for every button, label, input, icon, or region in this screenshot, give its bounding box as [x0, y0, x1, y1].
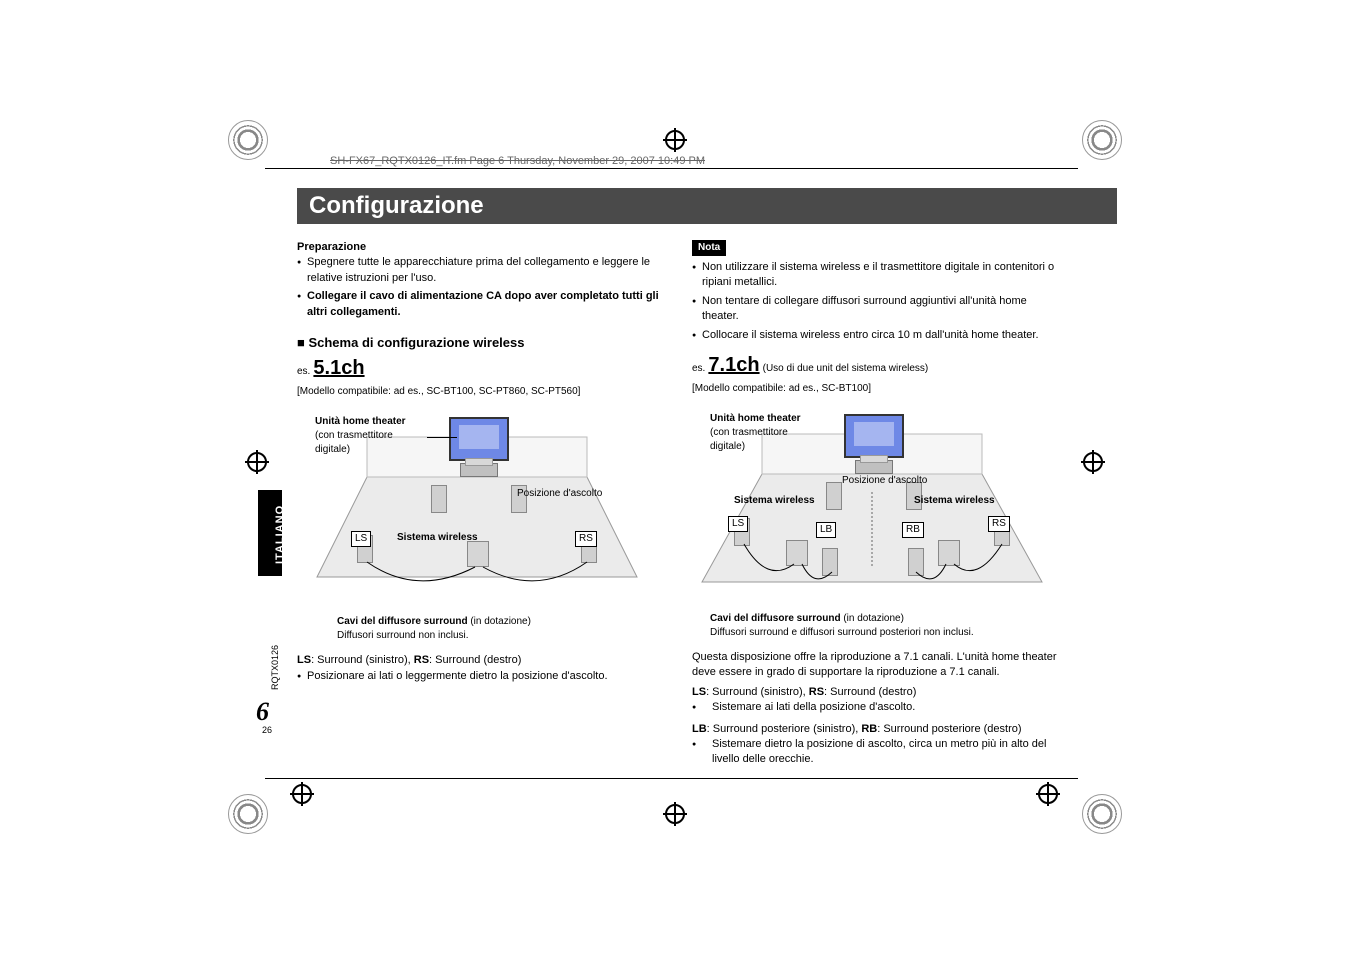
cable-note: Diffusori surround non inclusi.: [337, 629, 662, 643]
cable-lines: [297, 407, 657, 607]
lbrb-note-list: Sistemare dietro la posizione di ascolto…: [692, 737, 1057, 768]
registration-mark: [228, 794, 268, 834]
crop-cross-icon: [1081, 450, 1105, 474]
nota-badge: Nota: [692, 240, 726, 256]
language-tab: ITALIANO: [258, 490, 282, 576]
list-item: Collegare il cavo di alimentazione CA do…: [297, 289, 662, 320]
file-header-slug: SH-FX67_RQTX0126_IT.fm Page 6 Thursday, …: [330, 155, 705, 167]
preparation-list: Spegnere tutte le apparecchiature prima …: [297, 255, 662, 320]
channel-count: 7.1ch: [708, 354, 759, 376]
list-item: Non tentare di collegare diffusori surro…: [692, 294, 1057, 325]
cable-caption-rest: (in dotazione): [841, 613, 904, 624]
crop-cross-icon: [663, 802, 687, 826]
registration-mark: [228, 120, 268, 160]
page-number: 6: [256, 697, 269, 727]
schema-heading: ■ Schema di configurazione wireless: [297, 334, 662, 352]
crop-cross-icon: [1036, 782, 1060, 806]
crop-cross-icon: [290, 782, 314, 806]
list-item: Non utilizzare il sistema wireless e il …: [692, 260, 1057, 291]
ls-rs-definition: LS: Surround (sinistro), RS: Surround (d…: [297, 653, 662, 668]
cable-caption-rest: (in dotazione): [468, 616, 531, 627]
list-item: Posizionare ai lati o leggermente dietro…: [297, 669, 662, 684]
cable-note: Diffusori surround e diffusori surround …: [710, 626, 1057, 640]
preparation-heading: Preparazione: [297, 240, 662, 255]
diagram-51: Unità home theater (con trasmettitore di…: [297, 407, 657, 607]
ls-rs-definition: LS: Surround (sinistro), RS: Surround (d…: [692, 685, 1057, 700]
list-item: Sistemare dietro la posizione di ascolto…: [692, 737, 1057, 768]
lb-rb-definition: LB: Surround posteriore (sinistro), RB: …: [692, 722, 1057, 737]
ls-label-text: LS: [297, 654, 311, 666]
cable-caption: Cavi del diffusore surround (in dotazion…: [297, 615, 662, 643]
content-area: Preparazione Spegnere tutte le apparecch…: [297, 240, 1057, 771]
diagram-71: Unità home theater (con trasmettitore di…: [692, 404, 1052, 604]
es-prefix: es.: [692, 363, 705, 374]
position-note-list: Posizionare ai lati o leggermente dietro…: [297, 669, 662, 684]
square-bullet-icon: ■: [297, 335, 308, 350]
left-column: Preparazione Spegnere tutte le apparecch…: [297, 240, 662, 771]
cable-lines: [692, 404, 1052, 604]
es-prefix: es.: [297, 366, 310, 377]
rs-label-text: RS: [414, 654, 429, 666]
channel-count: 5.1ch: [313, 357, 364, 379]
setup-description: Questa disposizione offre la riproduzion…: [692, 650, 1057, 681]
channel-line-71: es. 7.1ch (Uso di due unit del sistema w…: [692, 351, 1057, 379]
right-column: Nota Non utilizzare il sistema wireless …: [692, 240, 1057, 771]
doc-code: RQTX0126: [270, 645, 280, 690]
language-tab-label: ITALIANO: [274, 505, 286, 564]
channel-line: es. 5.1ch: [297, 354, 662, 382]
list-item: Sistemare ai lati della posizione d'asco…: [692, 700, 1057, 715]
model-note: [Modello compatibile: ad es., SC-BT100]: [692, 382, 1057, 396]
cable-caption: Cavi del diffusore surround (in dotazion…: [692, 612, 1057, 640]
list-item: Collocare il sistema wireless entro circ…: [692, 328, 1057, 343]
registration-mark: [1082, 120, 1122, 160]
page-sub-number: 26: [262, 725, 272, 735]
crop-cross-icon: [663, 128, 687, 152]
page-title: Configurazione: [297, 188, 1117, 224]
lsrs-note-list: Sistemare ai lati della posizione d'asco…: [692, 700, 1057, 715]
cable-caption-bold: Cavi del diffusore surround: [710, 613, 841, 624]
cable-caption-bold: Cavi del diffusore surround: [337, 616, 468, 627]
model-note: [Modello compatibile: ad es., SC-BT100, …: [297, 385, 662, 399]
channel-note: (Uso di due unit del sistema wireless): [763, 363, 929, 374]
schema-heading-text: Schema di configurazione wireless: [308, 335, 524, 350]
list-item: Spegnere tutte le apparecchiature prima …: [297, 255, 662, 286]
registration-mark: [1082, 794, 1122, 834]
nota-list: Non utilizzare il sistema wireless e il …: [692, 260, 1057, 343]
